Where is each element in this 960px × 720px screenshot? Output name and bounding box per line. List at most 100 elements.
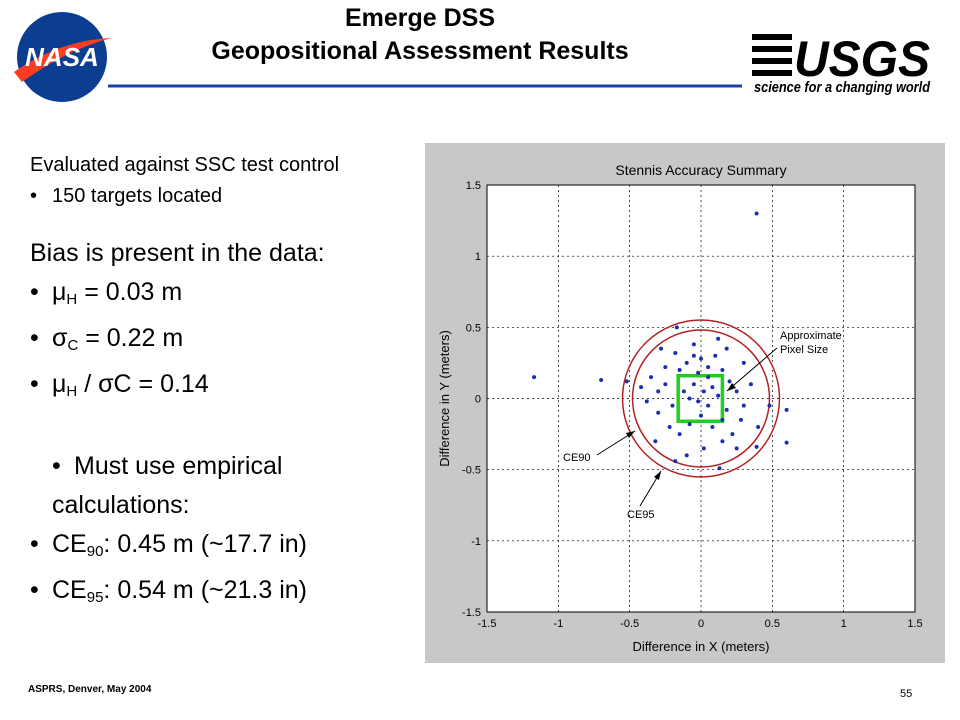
point: [649, 375, 654, 380]
point: [748, 382, 753, 387]
ce-circle: [631, 329, 771, 468]
point: [699, 413, 703, 418]
point: [706, 365, 711, 370]
bullet: 150 targets located: [30, 181, 410, 212]
usgs-tagline: science for a changing world: [754, 79, 931, 96]
bullet-text: CE: [52, 576, 87, 604]
page-number: 55: [900, 688, 913, 700]
usgs-logo: USGS science for a changing world: [752, 31, 931, 96]
arrowhead: [727, 383, 736, 391]
bullet-list: CE90: 0.45 m (~17.7 in)CE95: 0.54 m (~21…: [30, 525, 410, 617]
usgs-text: USGS: [794, 31, 930, 87]
bullet-text: μ: [52, 278, 67, 306]
y-tick-label: 0.5: [466, 322, 481, 334]
heading: Bias is present in the data:: [30, 239, 325, 267]
chart: Stennis Accuracy Summary Difference in X …: [425, 143, 945, 663]
point: [701, 446, 706, 451]
point: [734, 389, 739, 394]
annotation: CE95: [627, 509, 655, 521]
subscript: H: [66, 383, 78, 400]
bullet-text: = 0.03 m: [77, 278, 183, 306]
point: [644, 399, 649, 404]
y-tick-label: 1: [475, 251, 481, 263]
point: [691, 353, 696, 358]
point: [673, 459, 678, 464]
annotation: Pixel Size: [780, 344, 828, 356]
point: [659, 346, 664, 351]
point: [717, 466, 722, 471]
point: [663, 382, 668, 387]
bullet-list: μH = 0.03 mσC = 0.22 mμH / σC = 0.14: [30, 273, 410, 411]
bullet: σC = 0.22 m: [30, 319, 410, 365]
point: [713, 353, 718, 358]
subscript: 90: [86, 543, 104, 560]
point: [720, 439, 725, 444]
y-axis-label: Difference in Y (meters): [437, 330, 452, 467]
x-tick-label: 1: [841, 618, 847, 630]
point: [741, 360, 746, 365]
subscript: 95: [86, 589, 104, 606]
y-tick-label: -0.5: [462, 465, 481, 477]
x-tick-label: -0.5: [620, 618, 639, 630]
ce-circle: [621, 319, 781, 478]
subscript: C: [67, 337, 79, 354]
y-tick-label: -1.5: [462, 607, 481, 619]
point: [656, 389, 661, 394]
bullet: CE90: 0.45 m (~17.7 in): [30, 525, 410, 571]
intro: Evaluated against SSC test control: [30, 154, 340, 176]
point: [756, 424, 761, 429]
y-tick-label: 0: [475, 394, 481, 406]
point: [724, 407, 729, 412]
title-line: Emerge DSS: [344, 4, 496, 32]
arrowhead: [626, 431, 635, 438]
point: [716, 393, 721, 398]
point: [710, 385, 715, 390]
x-tick-label: 1.5: [907, 618, 922, 630]
footer-left: ASPRS, Denver, May 2004: [28, 684, 152, 695]
point: [684, 360, 689, 365]
subscript: H: [66, 291, 78, 308]
nasa-logo: NASA: [14, 12, 112, 102]
title-line: Geopositional Assessment Results: [211, 37, 629, 65]
point: [720, 417, 725, 422]
point: [677, 432, 682, 437]
point: [716, 336, 721, 341]
bullet: μH / σC = 0.14: [30, 365, 410, 411]
point: [667, 424, 672, 429]
point: [706, 375, 711, 380]
point: [639, 385, 644, 390]
arrowhead: [654, 471, 661, 480]
bullet-text: CE: [52, 530, 87, 558]
point: [701, 389, 706, 394]
point: [653, 439, 658, 444]
plot-area: [486, 184, 916, 613]
point: [687, 422, 692, 427]
arrow: [726, 347, 778, 392]
point: [624, 379, 629, 384]
point: [696, 399, 701, 404]
heading: Must use empirical calculations:: [30, 447, 410, 525]
point: [724, 346, 729, 351]
annotation: CE90: [563, 452, 591, 464]
point: [720, 368, 725, 373]
point: [599, 377, 604, 382]
point: [691, 342, 696, 347]
y-tick-label: 1.5: [466, 180, 481, 192]
point: [674, 325, 679, 330]
point: [691, 382, 696, 387]
x-tick-label: -1: [553, 618, 563, 630]
point: [663, 365, 668, 370]
bullet-text: μ: [52, 370, 67, 398]
point: [681, 389, 686, 394]
point: [532, 375, 537, 380]
point: [730, 432, 735, 437]
point: [706, 403, 711, 408]
point: [656, 410, 661, 415]
x-tick-label: 0.5: [765, 618, 780, 630]
y-tick-label: -1: [471, 536, 481, 548]
point: [734, 446, 739, 451]
point: [684, 453, 689, 458]
x-tick-label: -1.5: [478, 618, 497, 630]
point: [754, 444, 759, 449]
